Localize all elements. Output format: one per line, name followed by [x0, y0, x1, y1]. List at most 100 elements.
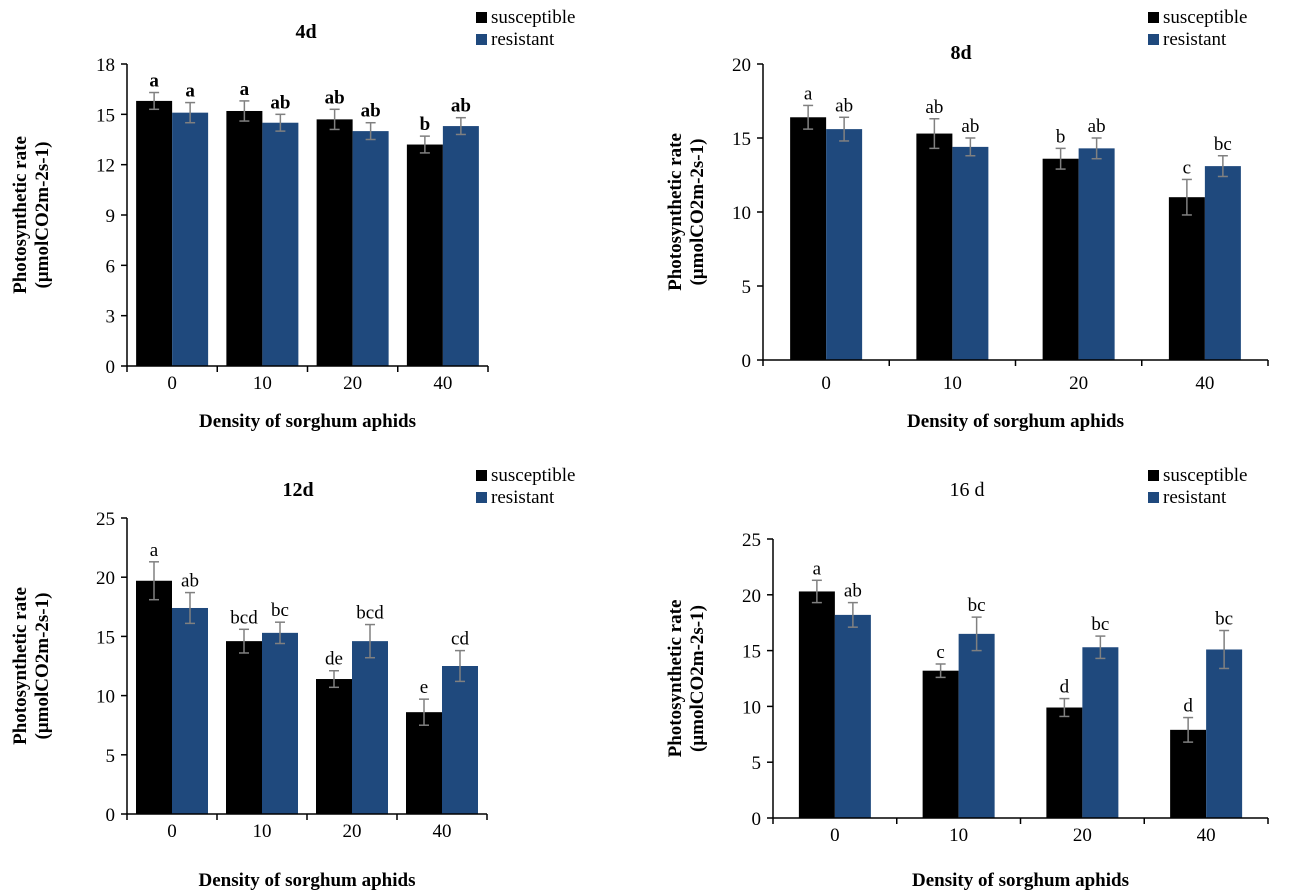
significance-label: a [150, 540, 159, 561]
y-axis-title-line1: Photosynthetic rate [10, 587, 31, 745]
y-axis-title-line1: Photosynthetic rate [10, 136, 31, 294]
legend-label-resistant: resistant [491, 487, 555, 508]
y-axis-title-line1: Photosynthetic rate [665, 133, 686, 291]
y-tick-label: 10 [742, 697, 761, 718]
x-tick-label: 20 [1069, 373, 1088, 394]
bar-resistant-0 [826, 129, 863, 360]
bar-resistant-40 [442, 666, 478, 814]
y-axis-title-line2: (μmolCO2m-2s-1) [687, 139, 708, 286]
y-tick-label: 5 [106, 746, 116, 767]
y-tick-label: 25 [742, 530, 761, 551]
legend-swatch-susceptible [1148, 470, 1159, 481]
bar-resistant-0 [172, 607, 208, 814]
y-tick-label: 15 [732, 129, 751, 150]
chart-title: 4d [295, 21, 316, 43]
significance-label: d [1183, 696, 1193, 717]
chart-panel-16d: 16 d susceptible resistant a c d d ab bc bc bc 0 5 10… [648, 447, 1296, 894]
bar-susceptible-20 [316, 679, 352, 814]
x-tick-label: 40 [1197, 825, 1216, 846]
bar-resistant-40 [1206, 649, 1243, 818]
bar-susceptible-40 [1170, 729, 1207, 818]
x-tick-label: 0 [167, 821, 177, 842]
bar-susceptible-20 [1046, 707, 1083, 818]
x-tick-label: 0 [830, 825, 840, 846]
legend-swatch-resistant [1148, 34, 1159, 45]
bar-resistant-10 [262, 122, 299, 366]
legend-swatch-susceptible [476, 12, 487, 23]
bar-susceptible-40 [406, 144, 443, 366]
legend-swatch-resistant [476, 34, 487, 45]
bar-susceptible-0 [790, 117, 827, 360]
bar-susceptible-10 [226, 641, 262, 814]
significance-label: a [813, 558, 822, 579]
chart-title: 8d [950, 42, 971, 64]
bar-susceptible-20 [316, 119, 353, 366]
y-tick-label: 0 [106, 357, 116, 378]
bar-resistant-20 [352, 641, 388, 814]
significance-label: ab [961, 116, 979, 137]
legend-swatch-resistant [476, 492, 487, 503]
legend-label-resistant: resistant [1163, 29, 1227, 50]
y-tick-label: 0 [106, 805, 116, 826]
significance-label: bc [1214, 134, 1232, 155]
y-tick-label: 15 [742, 642, 761, 663]
significance-label: bcd [356, 603, 384, 624]
legend-label-resistant: resistant [491, 29, 555, 50]
significance-label: ab [325, 87, 345, 108]
bar-resistant-0 [172, 112, 209, 367]
bar-susceptible-40 [1168, 197, 1205, 360]
y-tick-label: 20 [742, 586, 761, 607]
legend-label-susceptible: susceptible [491, 7, 575, 28]
bar-susceptible-40 [406, 712, 442, 814]
x-tick-label: 10 [253, 373, 272, 394]
y-tick-label: 15 [96, 105, 115, 126]
y-tick-label: 5 [742, 277, 752, 298]
bar-susceptible-20 [1042, 158, 1079, 360]
chart-title: 16 d [950, 479, 985, 501]
bar-resistant-10 [262, 632, 298, 814]
y-tick-label: 6 [106, 256, 116, 277]
x-tick-label: 20 [343, 821, 362, 842]
significance-label: bc [1091, 614, 1109, 635]
significance-label: bc [1215, 609, 1233, 630]
significance-label: bc [271, 600, 289, 621]
significance-label: ab [451, 96, 471, 117]
x-tick-label: 10 [253, 821, 272, 842]
x-tick-label: 10 [949, 825, 968, 846]
chart-title: 12d [282, 479, 313, 501]
legend-label-susceptible: susceptible [1163, 465, 1247, 486]
significance-label: ab [835, 95, 853, 116]
bar-resistant-40 [442, 126, 479, 366]
x-tick-label: 40 [1195, 373, 1214, 394]
significance-label: ab [270, 92, 290, 113]
x-tick-label: 20 [1073, 825, 1092, 846]
significance-label: a [240, 79, 250, 100]
bar-susceptible-10 [226, 110, 263, 366]
bar-susceptible-10 [922, 670, 959, 818]
x-axis-title: Density of sorghum aphids [199, 411, 416, 432]
significance-label: ab [925, 97, 943, 118]
y-tick-label: 0 [752, 809, 762, 830]
significance-label: a [804, 83, 813, 104]
legend-swatch-susceptible [476, 470, 487, 481]
x-tick-label: 10 [943, 373, 962, 394]
significance-label: b [420, 114, 431, 135]
y-tick-label: 3 [106, 307, 116, 328]
chart-panel-12d: 12d susceptible resistant a bcd de e ab bc bcd cd 0… [0, 447, 648, 894]
x-axis-title: Density of sorghum aphids [912, 870, 1129, 891]
legend-swatch-susceptible [1148, 12, 1159, 23]
x-tick-label: 40 [433, 821, 452, 842]
y-tick-label: 25 [96, 509, 115, 530]
y-tick-label: 20 [732, 55, 751, 76]
y-tick-label: 10 [96, 687, 115, 708]
bar-resistant-20 [352, 131, 389, 366]
significance-label: bcd [230, 607, 258, 628]
x-tick-label: 0 [821, 373, 831, 394]
significance-label: ab [844, 581, 862, 602]
x-axis-title: Density of sorghum aphids [199, 870, 416, 891]
y-tick-label: 20 [96, 568, 115, 589]
bar-resistant-0 [834, 614, 871, 818]
